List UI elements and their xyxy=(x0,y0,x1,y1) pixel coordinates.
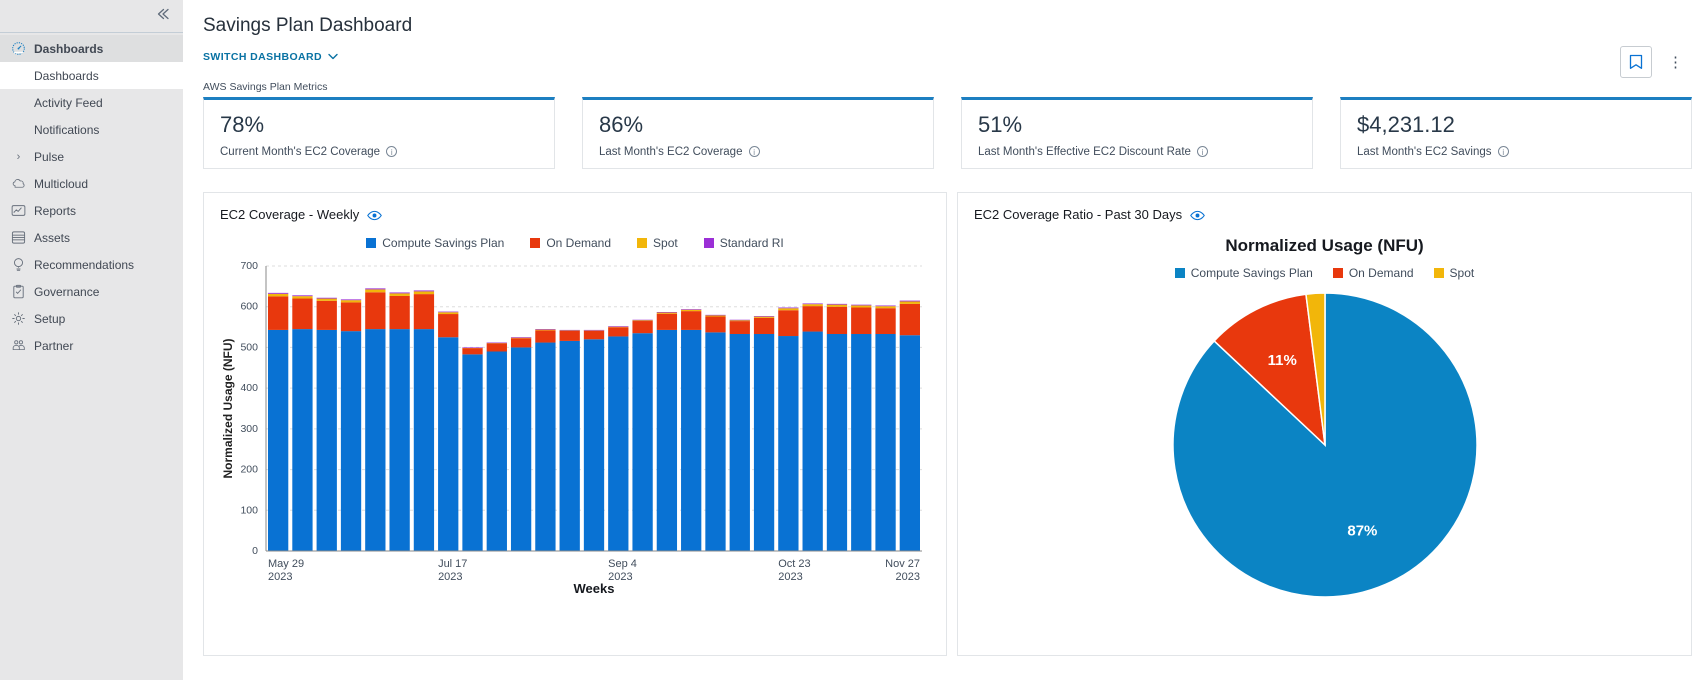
svg-text:Weeks: Weeks xyxy=(574,581,615,596)
svg-text:Oct 23: Oct 23 xyxy=(778,558,810,570)
svg-text:2023: 2023 xyxy=(896,571,920,583)
svg-text:2023: 2023 xyxy=(268,571,292,583)
svg-text:300: 300 xyxy=(240,423,258,435)
svg-text:May 29: May 29 xyxy=(268,558,304,570)
svg-text:2023: 2023 xyxy=(778,571,802,583)
svg-text:Jul 17: Jul 17 xyxy=(438,558,467,570)
svg-text:0: 0 xyxy=(252,545,258,557)
svg-text:100: 100 xyxy=(240,505,258,517)
svg-text:500: 500 xyxy=(240,342,258,354)
svg-text:Normalized Usage (NFU): Normalized Usage (NFU) xyxy=(221,339,235,479)
svg-text:2023: 2023 xyxy=(438,571,462,583)
svg-text:Sep 4: Sep 4 xyxy=(608,558,637,570)
svg-text:600: 600 xyxy=(240,301,258,313)
svg-text:11%: 11% xyxy=(1267,352,1296,369)
svg-text:Nov 27: Nov 27 xyxy=(885,558,920,570)
svg-text:400: 400 xyxy=(240,383,258,395)
svg-text:87%: 87% xyxy=(1347,523,1377,540)
svg-text:200: 200 xyxy=(240,464,258,476)
svg-text:700: 700 xyxy=(240,260,258,272)
